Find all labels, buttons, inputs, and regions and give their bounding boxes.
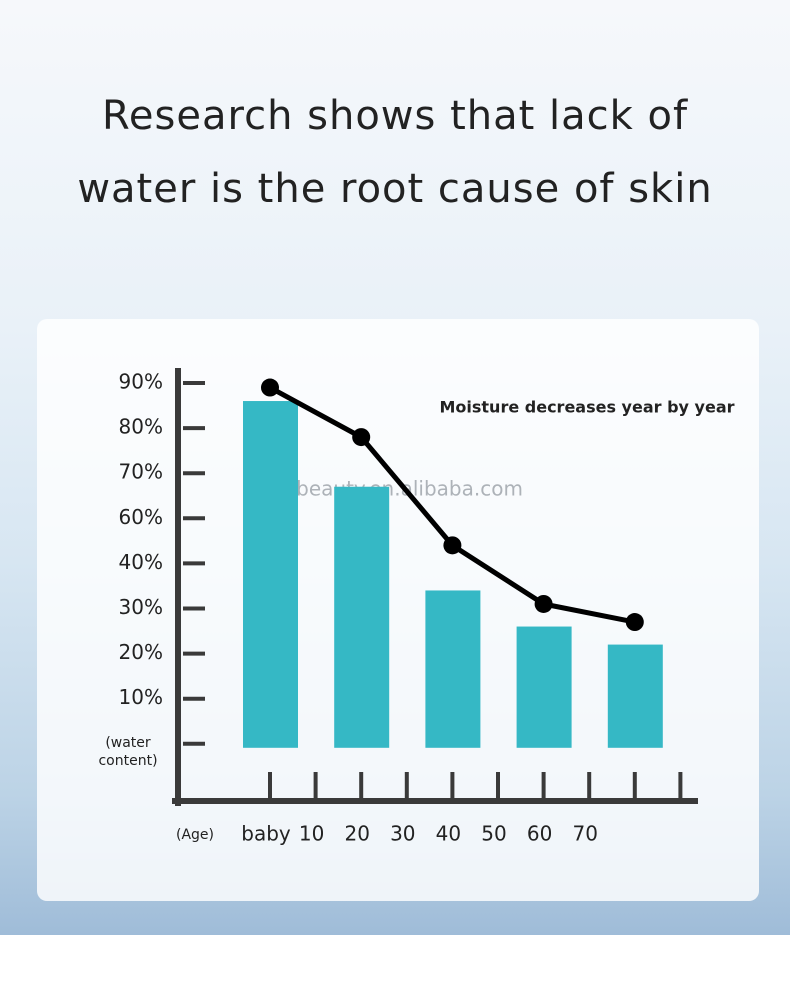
x-tick-label: 70 <box>572 822 597 846</box>
y-axis-label: (water content) <box>98 735 158 769</box>
line-segment <box>541 601 638 625</box>
bar <box>243 401 298 748</box>
watermark: fairbeauty.en.alibaba.com <box>263 477 523 501</box>
x-tick-label: 60 <box>527 822 552 846</box>
line-point <box>261 378 279 397</box>
x-tick-label: 40 <box>436 822 461 846</box>
bar <box>334 486 390 748</box>
bar <box>425 590 481 748</box>
y-tick-label: 90% <box>119 370 163 394</box>
line-segment <box>449 542 547 607</box>
y-tick-label: 70% <box>119 460 163 484</box>
line-point <box>625 613 644 632</box>
x-tick-label: 10 <box>299 822 324 846</box>
x-tick-label: 30 <box>390 822 415 846</box>
line-segment <box>267 385 364 440</box>
y-tick-label: 60% <box>119 505 163 529</box>
y-tick-label: 80% <box>119 415 163 439</box>
line-point <box>534 594 553 613</box>
line-segment <box>358 434 455 548</box>
y-tick-label: 40% <box>119 550 163 574</box>
annotation: Moisture decreases year by year <box>439 398 734 417</box>
x-tick-label: baby <box>241 822 291 846</box>
line-point <box>352 428 371 447</box>
title: Research shows that lack of water is the… <box>77 93 713 212</box>
y-tick-label: 30% <box>119 595 163 619</box>
x-tick-label: 50 <box>481 822 506 846</box>
x-axis-label: (Age) <box>176 827 214 843</box>
line-point <box>443 536 462 555</box>
bar <box>516 626 572 748</box>
y-tick-label: 20% <box>119 640 163 664</box>
bar <box>607 644 663 748</box>
y-tick-label: 10% <box>119 685 163 709</box>
x-tick-label: 20 <box>344 822 369 846</box>
